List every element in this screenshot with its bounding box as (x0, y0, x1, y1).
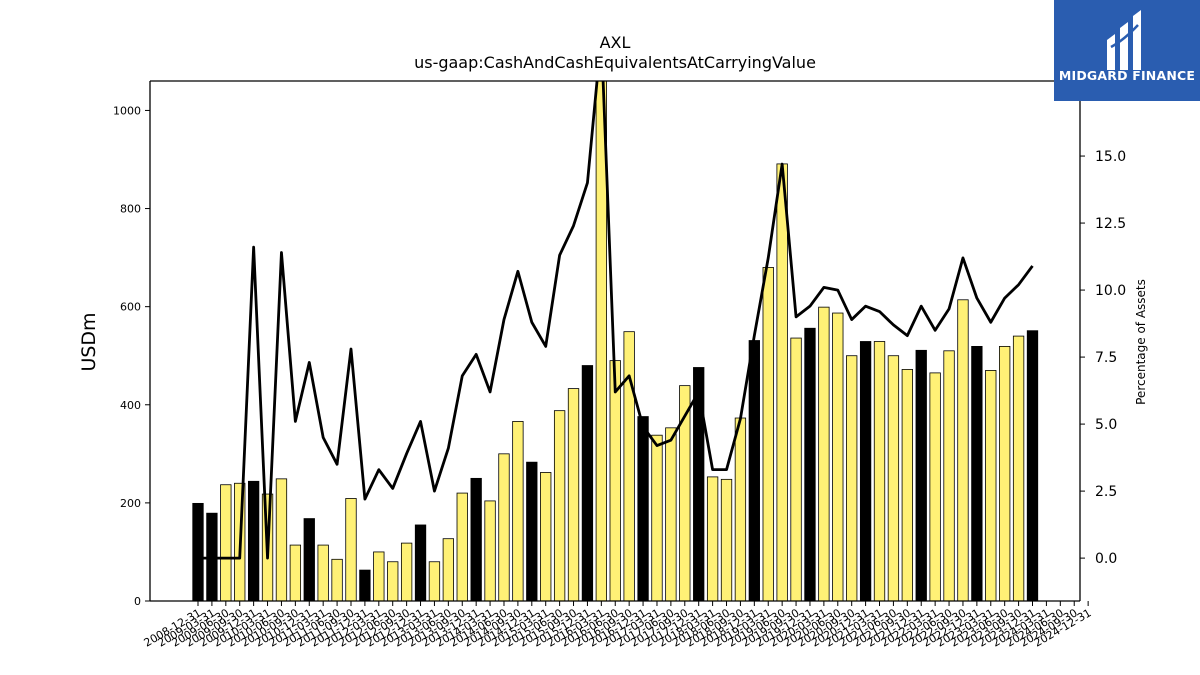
bar (1012, 335, 1025, 601)
bar (220, 484, 232, 601)
bar (609, 360, 621, 601)
y-tick-label: 1000 (113, 104, 141, 117)
y2-tick-label: 15.0 (1095, 149, 1126, 165)
bar (553, 410, 566, 601)
bar (400, 542, 413, 601)
bar (665, 427, 677, 601)
y-tick-label: 400 (120, 399, 141, 412)
chart-title: AXL (600, 33, 631, 52)
y2-tick-label: 10.0 (1095, 283, 1126, 299)
bar (387, 561, 399, 601)
bar (498, 453, 510, 601)
bar (247, 480, 260, 601)
y2-tick-label: 0.0 (1095, 551, 1117, 567)
bar (595, 81, 607, 601)
bar (790, 337, 802, 601)
bar (637, 416, 649, 601)
bar (915, 349, 927, 601)
y2-tick-label: 5.0 (1095, 417, 1117, 433)
bar (929, 372, 941, 601)
y2-axis-label: Percentage of Assets (1134, 279, 1148, 405)
y-tick-label: 600 (120, 301, 141, 314)
y-tick-label: 0 (134, 595, 141, 608)
bar (289, 544, 302, 601)
bar (832, 312, 844, 601)
plot-clip-group (192, 81, 1039, 601)
bar (804, 327, 816, 601)
bar (456, 492, 468, 601)
bar (734, 417, 747, 601)
bar (484, 500, 496, 601)
y2-tick-label: 12.5 (1095, 216, 1126, 232)
y-tick-label: 200 (120, 497, 141, 510)
bar (303, 518, 315, 601)
bar (901, 369, 913, 601)
bar (526, 461, 538, 601)
bar (873, 341, 886, 601)
pct-line (198, 81, 1034, 560)
bar (943, 350, 955, 601)
logo-text: MIDGARD FINANCE (1058, 68, 1196, 83)
y-tick-label: 800 (120, 203, 141, 216)
bar (693, 367, 705, 601)
bar (359, 569, 371, 601)
bar (470, 477, 482, 601)
bar (512, 421, 524, 601)
bar (957, 299, 969, 601)
bar (706, 476, 719, 601)
plot-area: 0 200 400 600 800 1000 0.0 2.5 5.0 7.5 10.0 12.5 15.… (113, 80, 1126, 650)
bar (859, 341, 872, 601)
bar (345, 498, 357, 601)
bar (373, 551, 385, 601)
bar (818, 306, 830, 601)
bar (442, 538, 455, 601)
bar (540, 472, 552, 601)
bar (275, 478, 288, 601)
bar (776, 163, 788, 601)
bar (679, 385, 691, 601)
bar (971, 345, 983, 601)
logo-mark-icon (1054, 0, 1200, 101)
y2-tick-label: 2.5 (1095, 484, 1117, 500)
bar (846, 355, 858, 601)
bar (651, 434, 663, 601)
bar (317, 544, 329, 601)
chart-subtitle: us-gaap:CashAndCashEquivalentsAtCarrying… (414, 53, 816, 72)
brand-logo: MIDGARD FINANCE (1054, 0, 1200, 101)
bar (567, 388, 580, 601)
bar (720, 478, 733, 601)
bar (1026, 330, 1039, 601)
bar (985, 370, 997, 601)
bar (999, 345, 1011, 601)
bar (762, 267, 774, 601)
bar (623, 331, 635, 601)
bar (748, 340, 760, 601)
bar (581, 365, 594, 601)
y2-tick-label: 7.5 (1095, 350, 1117, 366)
bar (414, 524, 427, 601)
bar (428, 561, 441, 601)
bar (887, 355, 900, 601)
y-axis-label: USDm (78, 312, 100, 371)
bar (331, 558, 343, 601)
bar (192, 502, 204, 601)
